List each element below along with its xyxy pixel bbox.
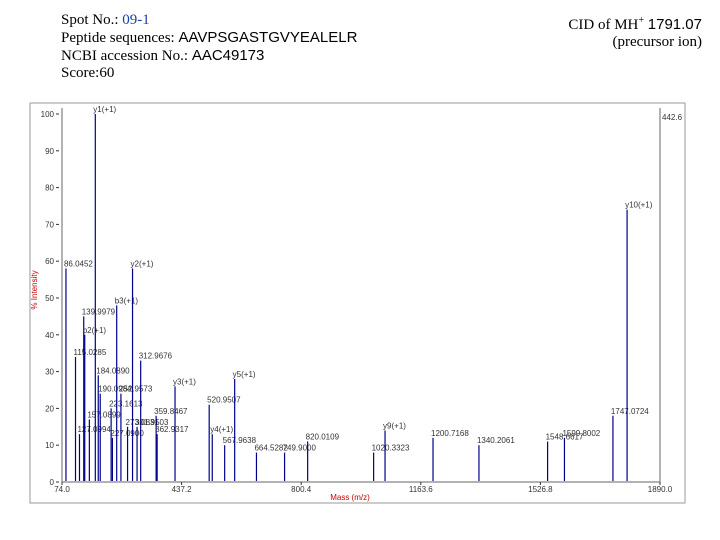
- peptide-line: Peptide sequences: AAVPSGASTGVYEALELR: [61, 29, 357, 47]
- cid-line: CID of MH+ 1791.07: [568, 12, 702, 34]
- y-tick-label: 100: [41, 110, 55, 119]
- y-tick-label: 30: [45, 368, 54, 377]
- y-tick-label: 80: [45, 184, 54, 193]
- peak-label: 301.9503: [135, 418, 169, 427]
- peak-label: 520.9507: [207, 396, 241, 405]
- plot-frame: [29, 102, 686, 504]
- peak-label: 1747.0724: [611, 407, 649, 416]
- peptide-label: Peptide sequences:: [61, 30, 175, 46]
- peak-label: 749.9000: [283, 444, 317, 453]
- peak-label: 127.0994: [77, 425, 111, 434]
- spot: 09-1: [122, 12, 150, 28]
- peak-label: 1200.7168: [431, 429, 469, 438]
- header-left: Spot No.: 09-1 Peptide sequences: AAVPSG…: [61, 12, 357, 82]
- y-tick-label: 70: [45, 220, 54, 229]
- peak-label: b3(+1): [115, 296, 139, 305]
- peak-label: 1020.3323: [372, 444, 410, 453]
- accession-label: NCBI accession No.:: [61, 48, 189, 64]
- x-tick-label: 1163.6: [409, 485, 433, 494]
- spot-label: Spot No.:: [61, 12, 119, 28]
- accession: AAC49173: [191, 47, 265, 64]
- peak-label: y4(+1): [210, 425, 233, 434]
- y-tick-label: 10: [45, 441, 54, 450]
- x-tick-label: 800.4: [291, 485, 312, 494]
- peak-label: 86.0452: [64, 260, 93, 269]
- peak-label: 312.9676: [139, 352, 173, 361]
- cid-charge: +: [638, 15, 645, 26]
- x-tick-label: 1526.8: [528, 485, 553, 494]
- peptide: AAVPSGASTGVYEALELR: [178, 29, 358, 46]
- peak-label: 252.9573: [119, 385, 153, 394]
- cid-label: CID of MH: [568, 17, 639, 33]
- peak-label: 1340.2061: [477, 436, 515, 445]
- peak-label: 820.0109: [306, 433, 340, 442]
- y-tick-label: 40: [45, 331, 54, 340]
- peak-label: y2(+1): [131, 260, 154, 269]
- peak-label: y1(+1): [93, 105, 116, 114]
- header-right: CID of MH+ 1791.07 (precursor ion): [568, 12, 702, 51]
- peak-label: 1599.8002: [562, 429, 600, 438]
- peak-label: 1548.6617: [546, 433, 584, 442]
- peak-label: y9(+1): [383, 421, 406, 430]
- y-tick-label: 50: [45, 294, 54, 303]
- peak-label: b2(+1): [83, 326, 107, 335]
- y-tick-label: 90: [45, 147, 54, 156]
- peak-label: 115.0285: [74, 348, 107, 357]
- x-axis-label: Mass (m/z): [330, 493, 370, 502]
- peak-label: 139.9979: [82, 307, 116, 316]
- peak-label: 664.5282: [254, 444, 288, 453]
- y-axis-label: % Intensity: [30, 270, 39, 309]
- peak-label: 190.0984: [98, 385, 132, 394]
- peak-label: 567.9638: [223, 436, 257, 445]
- peak-label: 359.8467: [154, 407, 188, 416]
- peak-label: y5(+1): [233, 370, 256, 379]
- x-tick-label: 437.2: [172, 485, 193, 494]
- peak-label: 273.0831: [126, 418, 160, 427]
- peak-label: y3(+1): [173, 377, 196, 386]
- peak-label: 184.0890: [96, 366, 130, 375]
- y-tick-label: 20: [45, 404, 54, 413]
- peak-label: 223.1613: [109, 399, 143, 408]
- peak-label: y10(+1): [625, 201, 653, 210]
- peak-label: 157.0899: [87, 410, 121, 419]
- max-intensity: 442.6: [662, 113, 683, 122]
- precursor: (precursor ion): [612, 34, 702, 50]
- y-tick-label: 0: [50, 478, 55, 487]
- cid-mass: 1791.07: [647, 16, 702, 33]
- peak-label: 362.9317: [155, 425, 189, 434]
- x-tick-label: 1890.0: [648, 485, 673, 494]
- accession-line: NCBI accession No.: AAC49173: [61, 47, 357, 65]
- y-tick-label: 60: [45, 257, 54, 266]
- score: Score:60: [61, 65, 115, 81]
- spot-line: Spot No.: 09-1: [61, 12, 357, 29]
- x-tick-label: 74.0: [54, 485, 70, 494]
